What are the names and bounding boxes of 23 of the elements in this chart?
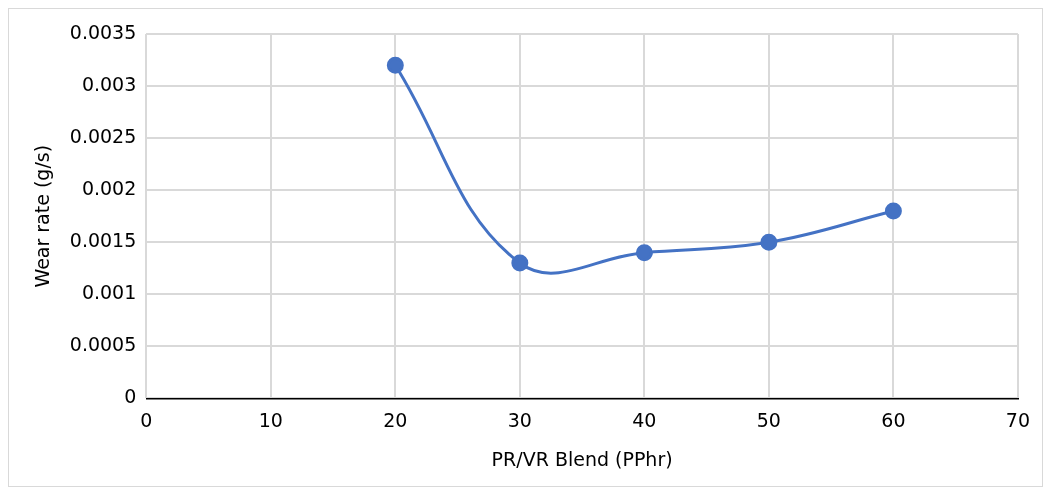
x-tick-label: 0 bbox=[140, 408, 153, 431]
x-tick-label: 60 bbox=[881, 408, 906, 431]
point bbox=[511, 254, 529, 272]
x-tick-label: 30 bbox=[507, 408, 532, 431]
y-tick-label: 0.0035 bbox=[69, 20, 137, 43]
y-tick-label: 0.0025 bbox=[69, 125, 137, 148]
y-tick-label: 0.001 bbox=[81, 281, 137, 304]
y-tick-label: 0.002 bbox=[81, 177, 137, 200]
y-tick-label: 0.0015 bbox=[69, 229, 137, 252]
y-tick-label: 0.003 bbox=[81, 72, 137, 95]
point bbox=[884, 202, 902, 220]
y-tick-label: 0.0005 bbox=[69, 333, 137, 356]
x-tick-label: 10 bbox=[258, 408, 283, 431]
point bbox=[635, 244, 653, 262]
x-axis-title: PR/VR Blend (PPhr) bbox=[491, 447, 673, 470]
x-tick-label: 70 bbox=[1005, 408, 1031, 431]
y-axis-title: Wear rate (g/s) bbox=[31, 144, 54, 288]
x-tick-label: 50 bbox=[756, 408, 781, 431]
x-tick-label: 40 bbox=[632, 408, 657, 431]
point bbox=[386, 56, 404, 74]
x-tick-label: 20 bbox=[383, 408, 408, 431]
y-tick-label: 0 bbox=[124, 385, 137, 408]
point bbox=[760, 233, 778, 251]
